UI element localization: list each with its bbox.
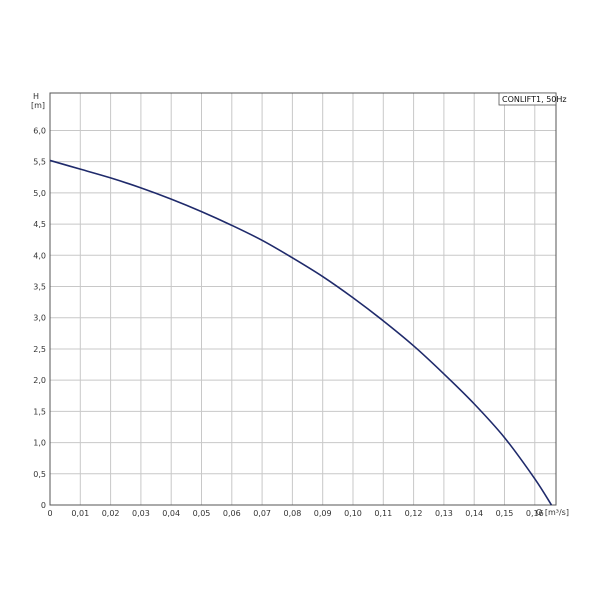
x-tick-label: 0,06 — [223, 509, 241, 518]
x-tick-label: 0,13 — [435, 509, 453, 518]
y-axis-ticks: 0 0,5 1,0 1,5 2,0 2,5 3,0 3,5 4,0 4,5 5,0 5,5 6,0 — [33, 126, 46, 510]
x-tick-label: 0 — [47, 509, 52, 518]
x-tick-label: 0,10 — [344, 509, 362, 518]
x-tick-label: 0,08 — [283, 509, 301, 518]
x-tick-label: 0,04 — [162, 509, 180, 518]
x-axis-ticks: 0 0,01 0,02 0,03 0,04 0,05 0,06 0,07 0,08 0,09 0,1… — [47, 509, 543, 518]
x-tick-label: 0,09 — [314, 509, 332, 518]
y-tick-label: 4,5 — [33, 220, 46, 229]
y-tick-label: 0,5 — [33, 470, 46, 479]
x-tick-label: 0,07 — [253, 509, 271, 518]
y-tick-label: 2,5 — [33, 345, 46, 354]
y-axis-title: H — [33, 92, 39, 101]
x-tick-label: 0,11 — [374, 509, 392, 518]
legend-box — [498, 92, 557, 106]
y-tick-label: 1,0 — [33, 439, 46, 448]
x-tick-label: 0,14 — [465, 509, 483, 518]
x-axis-title: Q [m³/s] — [536, 508, 569, 517]
x-tick-label: 0,02 — [102, 509, 120, 518]
y-tick-label: 1,5 — [33, 407, 46, 416]
x-tick-label: 0,01 — [71, 509, 89, 518]
y-tick-label: 5,0 — [33, 189, 46, 198]
plot-frame — [49, 92, 557, 506]
y-tick-label: 3,5 — [33, 283, 46, 292]
y-tick-label: 0 — [41, 501, 46, 510]
y-tick-label: 5,5 — [33, 158, 46, 167]
y-axis-unit: [m] — [31, 101, 45, 110]
series-layer — [49, 159, 553, 506]
y-tick-label: 3,0 — [33, 314, 46, 323]
y-tick-label: 4,0 — [33, 251, 46, 260]
legend: CONLIFT1, 50Hz — [498, 92, 567, 106]
legend-entry: CONLIFT1, 50Hz — [502, 95, 567, 104]
y-tick-label: 2,0 — [33, 376, 46, 385]
x-tick-label: 0,05 — [193, 509, 211, 518]
grid — [49, 93, 556, 506]
series-line — [49, 159, 553, 506]
x-tick-label: 0,03 — [132, 509, 150, 518]
x-tick-label: 0,15 — [496, 509, 514, 518]
x-tick-label: 0,12 — [405, 509, 423, 518]
x-tick-label: 0,16 — [526, 509, 544, 518]
y-tick-label: 6,0 — [33, 126, 46, 135]
